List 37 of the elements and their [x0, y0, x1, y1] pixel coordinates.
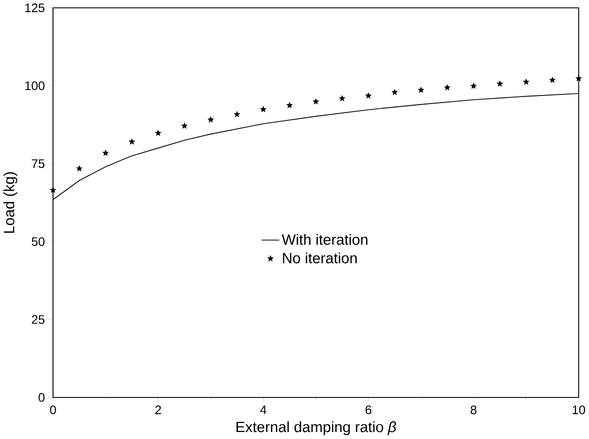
- y-tick-label: 0: [38, 393, 45, 402]
- point: [286, 102, 293, 108]
- point: [549, 77, 556, 84]
- point: [234, 111, 240, 118]
- point: [260, 106, 266, 112]
- x-tick-label: 6: [366, 406, 372, 414]
- point: [338, 95, 346, 102]
- point: [365, 92, 372, 99]
- x-axis-title: External damping ratio β: [236, 422, 396, 436]
- y-tick-label: 125: [25, 4, 44, 12]
- point: [418, 87, 424, 94]
- y-tick-label: 100: [25, 82, 45, 90]
- y-tick-label: 75: [32, 160, 44, 168]
- legend-label: With iteration: [282, 234, 368, 246]
- x-tick-label: 8: [470, 406, 476, 414]
- point: [181, 122, 188, 129]
- point: [576, 75, 582, 82]
- x-tick-label: 4: [260, 406, 266, 414]
- point: [312, 98, 320, 105]
- point: [208, 116, 214, 123]
- point: [102, 150, 109, 156]
- point: [392, 89, 398, 96]
- point: [76, 166, 82, 172]
- point: [496, 80, 503, 87]
- point: [470, 82, 477, 89]
- x-tick-label: 0: [50, 406, 56, 414]
- point: [50, 187, 56, 194]
- point: [128, 138, 136, 145]
- y-tick-label: 25: [32, 315, 44, 324]
- point: [444, 84, 450, 91]
- legend-label: No iteration: [282, 252, 357, 264]
- point: [522, 78, 530, 85]
- y-axis-title: Load (kg): [3, 172, 18, 233]
- x-tick-label: 10: [572, 406, 586, 414]
- x-tick-label: 2: [155, 406, 161, 414]
- point: [155, 130, 162, 136]
- y-tick-label: 50: [32, 237, 45, 246]
